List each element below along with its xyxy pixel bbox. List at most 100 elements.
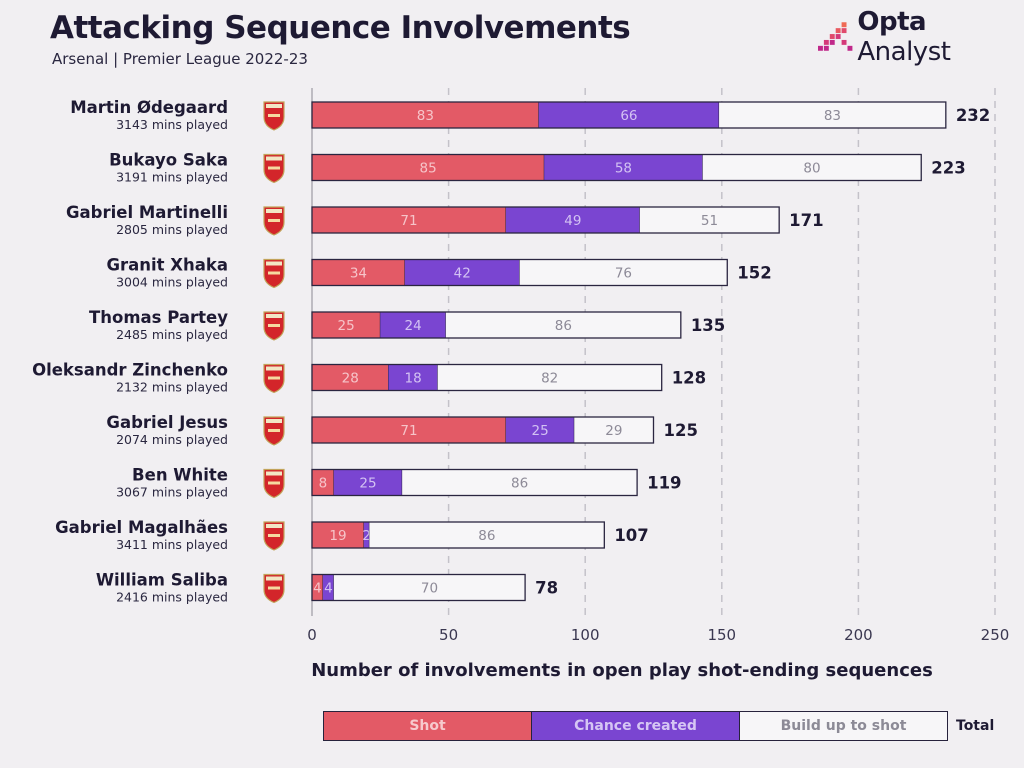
bar-total-label: 78 [535, 579, 558, 598]
bar-segment-shot [312, 102, 539, 128]
bar-label-shot: 8 [319, 476, 328, 492]
brand-light: Analyst [857, 37, 951, 67]
bar-segment-shot [312, 154, 545, 181]
bar-total-label: 135 [691, 316, 725, 335]
player-minutes: 3004 mins played [116, 275, 228, 290]
player-name: Oleksandr Zinchenko [32, 361, 228, 380]
bar-outline [311, 468, 638, 497]
bar-segment-shot [312, 259, 405, 286]
bar-outline [311, 258, 728, 287]
bar-total-label: 125 [664, 421, 698, 440]
bar-segment-build [719, 102, 946, 128]
bar-segment-build [445, 312, 681, 338]
player-name: William Saliba [96, 571, 228, 590]
x-tick-label: 0 [307, 626, 317, 644]
stacked-bar-chart: 0 50 100 150 200 250 Number of involvements in… [32, 88, 1009, 681]
legend-chance-created: Chance created [532, 712, 740, 740]
bar-outline [311, 206, 780, 234]
legend: Shot Chance created Build up to shot [323, 711, 948, 741]
bar-label-build: 83 [824, 108, 841, 124]
bar-total-label: 128 [672, 369, 706, 388]
bar-label-shot: 28 [342, 371, 359, 387]
bar-segment-build [402, 469, 638, 496]
bar-label-build: 80 [803, 161, 820, 177]
bar-segment-build [437, 364, 662, 391]
x-tick-label: 150 [707, 626, 736, 644]
crest-cannon-icon [268, 166, 280, 170]
bar-segment-build [639, 207, 780, 233]
bar-total-label: 232 [956, 106, 990, 125]
bar-label-chance: 4 [324, 581, 333, 597]
bar-segment-chance [544, 154, 703, 181]
bar-segment-shot [312, 574, 323, 601]
bar-total-label: 107 [614, 526, 648, 545]
bar-label-chance: 25 [359, 476, 376, 492]
player-name: Bukayo Saka [109, 151, 228, 170]
crest-cannon-icon [268, 376, 280, 380]
bar-segment-chance [388, 364, 438, 391]
bar-label-shot: 25 [338, 318, 355, 334]
legend-build-up: Build up to shot [740, 712, 947, 740]
bar-outline [311, 416, 655, 444]
bar-segment-shot [312, 364, 389, 391]
bar-label-build: 29 [605, 423, 622, 439]
player-name: Gabriel Jesus [106, 413, 228, 432]
player-minutes: 3143 mins played [116, 117, 228, 132]
player-minutes: 3191 mins played [116, 170, 228, 185]
bar-label-shot: 71 [400, 213, 417, 229]
bar-outline [311, 311, 682, 339]
bar-label-chance: 18 [404, 371, 421, 387]
bar-label-shot: 85 [420, 161, 437, 177]
player-minutes: 2485 mins played [116, 327, 228, 342]
crest-cannon-icon [268, 271, 280, 275]
bar-label-shot: 71 [400, 423, 417, 439]
bar-outline [311, 153, 922, 182]
crest-band-icon [266, 471, 282, 476]
bar-total-label: 223 [931, 159, 965, 178]
crest-cannon-icon [268, 586, 280, 590]
x-tick-label: 100 [571, 626, 600, 644]
bar-segment-chance [404, 259, 520, 286]
bar-label-build: 86 [555, 318, 572, 334]
bar-label-chance: 58 [615, 161, 632, 177]
bar-outline [311, 521, 605, 549]
bar-segment-build [519, 259, 728, 286]
player-minutes: 2074 mins played [116, 432, 228, 447]
bar-segment-shot [312, 469, 334, 496]
bar-segment-build [333, 574, 526, 601]
bar-segment-chance [380, 312, 446, 338]
bar-segment-shot [312, 207, 506, 233]
bar-segment-chance [322, 574, 334, 601]
crest-cannon-icon [268, 324, 280, 327]
chart-subtitle: Arsenal | Premier League 2022-23 [52, 50, 308, 68]
bar-label-chance: 24 [404, 318, 421, 334]
brand-name: Opta Analyst [857, 7, 1024, 67]
player-name: Gabriel Magalhães [55, 518, 228, 537]
crest-band-icon [266, 156, 282, 161]
bar-label-shot: 19 [329, 528, 346, 544]
crest-band-icon [266, 524, 282, 528]
player-name: Granit Xhaka [106, 256, 228, 275]
bar-label-chance: 25 [532, 423, 549, 439]
bar-label-chance: 2 [362, 528, 371, 544]
player-name: Gabriel Martinelli [66, 203, 228, 222]
bar-segment-chance [505, 207, 640, 233]
bar-segment-build [574, 417, 654, 443]
player-name: Martin Ødegaard [70, 98, 228, 117]
bar-label-shot: 4 [313, 581, 322, 597]
crest-cannon-icon [268, 429, 280, 432]
bar-segment-chance [505, 417, 575, 443]
bar-label-shot: 83 [417, 108, 434, 124]
crest-cannon-icon [268, 114, 280, 117]
bar-label-chance: 49 [564, 213, 581, 229]
crest-cannon-icon [268, 481, 280, 485]
bar-segment-shot [312, 312, 381, 338]
crest-band-icon [266, 419, 282, 423]
bar-total-label: 152 [737, 264, 771, 283]
x-tick-label: 200 [844, 626, 873, 644]
bar-label-shot: 34 [350, 266, 367, 282]
crest-band-icon [266, 576, 282, 581]
bar-outline [311, 573, 526, 602]
bar-segment-build [369, 522, 605, 548]
x-tick-label: 50 [439, 626, 458, 644]
